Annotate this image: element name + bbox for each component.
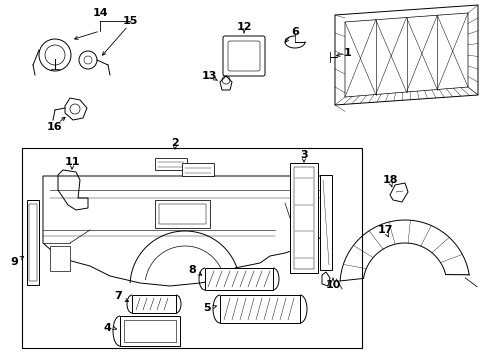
Text: 11: 11 [64,157,80,167]
Bar [132,295,176,313]
Text: 6: 6 [290,27,298,37]
Bar [155,200,209,228]
Text: 7: 7 [114,291,122,301]
Text: 1: 1 [344,48,351,58]
FancyBboxPatch shape [223,36,264,76]
Text: 8: 8 [188,265,196,275]
Text: 2: 2 [171,138,179,148]
Text: 14: 14 [92,8,107,18]
Text: 12: 12 [236,22,251,32]
Bar [155,158,186,170]
Bar [124,320,176,342]
Text: 10: 10 [325,280,340,290]
Bar [289,163,317,273]
Bar [120,316,180,346]
Bar [293,167,313,269]
Text: 18: 18 [382,175,397,185]
FancyBboxPatch shape [227,41,260,71]
Text: 16: 16 [47,122,62,132]
Bar [319,175,331,270]
Bar [182,163,214,176]
Bar [50,246,70,271]
Text: 15: 15 [122,16,138,26]
Text: 5: 5 [203,303,210,313]
Bar [27,200,39,285]
Bar [22,148,361,348]
Bar [220,295,299,323]
Text: 9: 9 [10,257,18,267]
Text: 4: 4 [103,323,111,333]
Bar [204,268,272,290]
Bar [29,204,37,281]
Text: 17: 17 [376,225,392,235]
Text: 3: 3 [300,150,307,160]
Bar [159,204,205,224]
Text: 13: 13 [201,71,216,81]
